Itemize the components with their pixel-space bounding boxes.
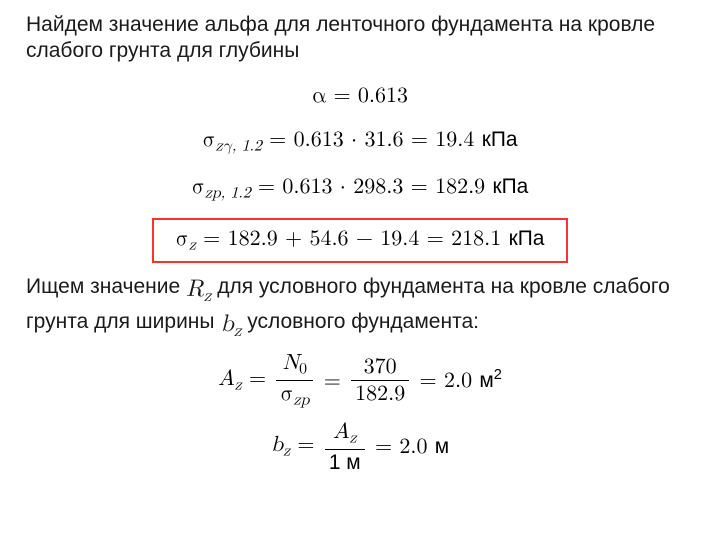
unit-m2-exp: 2 xyxy=(494,367,502,383)
Az-z: z xyxy=(349,431,356,447)
sigma-symbol: σ xyxy=(192,176,205,198)
sigma-zgamma-sub: zγ, 1.2 xyxy=(216,138,262,154)
sigma-zp-sub: zp xyxy=(294,393,310,409)
frac-370-over-182-9: 370 182.9 xyxy=(351,355,409,406)
equals: = xyxy=(258,176,282,198)
dot: · xyxy=(351,129,364,151)
equation-Az: Az = N0 σzp = 370 182.9 = 2.0 м2 xyxy=(26,351,694,410)
R-sub: z xyxy=(204,288,212,305)
second-paragraph: Ищем значение Rz для условного фундамент… xyxy=(26,273,694,343)
v-182-9: 182.9 xyxy=(435,176,485,198)
frac-Az-over-1m: Az 1 м xyxy=(325,420,365,474)
frac-N0-over-sigmazp: N0 σzp xyxy=(276,351,313,410)
sigma-symbol: σ xyxy=(202,129,215,151)
equals: = xyxy=(269,129,293,151)
unit-m2-base: м xyxy=(479,369,493,392)
equals: = xyxy=(249,368,273,390)
equals: = xyxy=(203,228,227,250)
para2-part-a: Ищем значение xyxy=(26,275,186,298)
minus: − xyxy=(356,228,380,250)
equation-sigma-zp: σzp, 1.2 = 0.613 · 298.3 = 182.9 кПа xyxy=(26,170,694,207)
v-31-6: 31.6 xyxy=(364,129,403,151)
unit-m2: м2 xyxy=(479,369,502,392)
one-m: 1 м xyxy=(325,450,365,474)
symbol-Rz: Rz xyxy=(186,277,211,301)
R: R xyxy=(186,277,204,301)
alpha-value: 0.613 xyxy=(282,176,332,198)
plus: + xyxy=(285,228,309,250)
Az-A: A xyxy=(218,368,235,390)
equals: = xyxy=(411,129,435,151)
alpha-value: 0.613 xyxy=(358,85,408,107)
v-182-9: 182.9 xyxy=(228,228,278,250)
page: Найдем значение альфа для ленточного фун… xyxy=(0,0,720,474)
equals: = xyxy=(411,176,435,198)
N0-N: N xyxy=(283,352,300,374)
Az-value: 2.0 xyxy=(444,370,472,392)
v-218-1: 218.1 xyxy=(451,228,501,250)
equals: = xyxy=(333,85,357,107)
Az-z: z xyxy=(235,378,242,394)
bz-value: 2.0 xyxy=(399,436,427,458)
Az-A: A xyxy=(333,421,350,443)
v-19-4: 19.4 xyxy=(380,228,419,250)
sigma-symbol: σ xyxy=(176,228,189,250)
equals: = xyxy=(297,434,321,456)
b-sub: z xyxy=(234,323,242,340)
equation-bz: bz = Az 1 м = 2.0 м xyxy=(26,420,694,474)
sigma-z-sub: z xyxy=(189,237,196,253)
equation-sigma-zgamma: σzγ, 1.2 = 0.613 · 31.6 = 19.4 кПа xyxy=(26,123,694,160)
unit-kpa: кПа xyxy=(482,128,518,151)
N0-value: 370 xyxy=(351,355,409,381)
unit-kpa: кПа xyxy=(493,175,529,198)
b: b xyxy=(220,312,233,336)
alpha-symbol: α xyxy=(312,85,326,107)
bz-b: b xyxy=(271,434,283,456)
alpha-value: 0.613 xyxy=(294,129,344,151)
equals: = xyxy=(375,436,399,458)
sigma-zp12-sub: zp, 1.2 xyxy=(205,186,251,202)
equals: = xyxy=(324,370,348,392)
sigma-symbol: σ xyxy=(280,383,293,405)
equation-alpha: α = 0.613 xyxy=(26,79,694,113)
v-298-3: 298.3 xyxy=(353,176,403,198)
para2-part-c: условного фундамента: xyxy=(247,310,479,333)
equals: = xyxy=(420,370,444,392)
symbol-bz: bz xyxy=(220,312,241,336)
dot: · xyxy=(340,176,353,198)
equals: = xyxy=(427,228,451,250)
v-182-9: 182.9 xyxy=(351,381,409,406)
unit-kpa: кПа xyxy=(509,227,545,250)
v-19-4: 19.4 xyxy=(435,129,474,151)
unit-m: м xyxy=(435,435,449,458)
N0-0: 0 xyxy=(299,362,307,378)
v-54-6: 54.6 xyxy=(309,228,348,250)
bz-z: z xyxy=(283,444,290,460)
intro-paragraph: Найдем значение альфа для ленточного фун… xyxy=(26,12,694,65)
equation-sigma-z-boxed: σz = 182.9 + 54.6 − 19.4 = 218.1 кПа xyxy=(26,218,694,263)
